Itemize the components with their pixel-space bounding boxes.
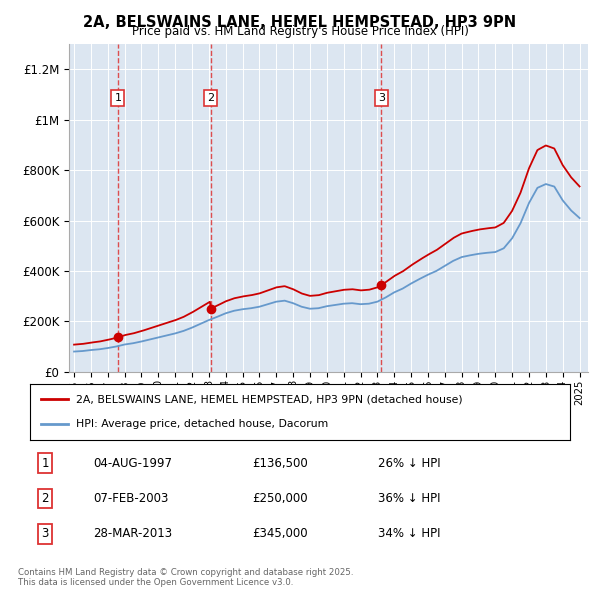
Text: £136,500: £136,500 [252, 457, 308, 470]
Text: £345,000: £345,000 [252, 527, 308, 540]
Text: £250,000: £250,000 [252, 492, 308, 505]
Text: 2A, BELSWAINS LANE, HEMEL HEMPSTEAD, HP3 9PN (detached house): 2A, BELSWAINS LANE, HEMEL HEMPSTEAD, HP3… [76, 394, 463, 404]
Text: HPI: Average price, detached house, Dacorum: HPI: Average price, detached house, Daco… [76, 419, 328, 429]
Text: 07-FEB-2003: 07-FEB-2003 [93, 492, 169, 505]
Text: 2: 2 [207, 93, 214, 103]
Text: 26% ↓ HPI: 26% ↓ HPI [378, 457, 440, 470]
Text: 34% ↓ HPI: 34% ↓ HPI [378, 527, 440, 540]
Text: 36% ↓ HPI: 36% ↓ HPI [378, 492, 440, 505]
Text: 1: 1 [115, 93, 121, 103]
Text: Price paid vs. HM Land Registry's House Price Index (HPI): Price paid vs. HM Land Registry's House … [131, 25, 469, 38]
Text: 1: 1 [41, 457, 49, 470]
Text: Contains HM Land Registry data © Crown copyright and database right 2025.
This d: Contains HM Land Registry data © Crown c… [18, 568, 353, 587]
Text: 3: 3 [41, 527, 49, 540]
Text: 04-AUG-1997: 04-AUG-1997 [93, 457, 172, 470]
Text: 28-MAR-2013: 28-MAR-2013 [93, 527, 172, 540]
Text: 2A, BELSWAINS LANE, HEMEL HEMPSTEAD, HP3 9PN: 2A, BELSWAINS LANE, HEMEL HEMPSTEAD, HP3… [83, 15, 517, 30]
Text: 3: 3 [378, 93, 385, 103]
Text: 2: 2 [41, 492, 49, 505]
